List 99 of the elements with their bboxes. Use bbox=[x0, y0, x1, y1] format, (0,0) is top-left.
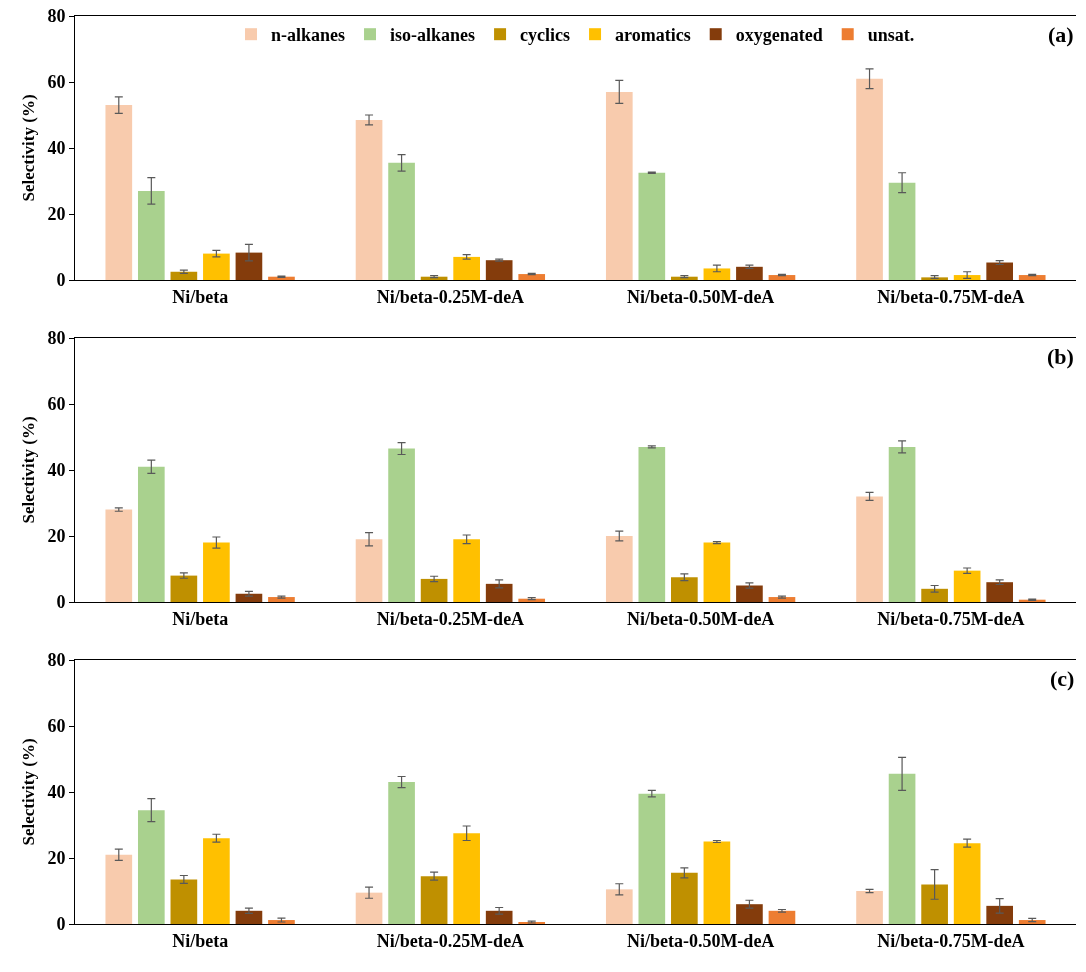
y-tick-label: 40 bbox=[47, 138, 66, 159]
bar bbox=[703, 268, 731, 280]
legend-label: n-alkanes bbox=[271, 25, 346, 46]
bar bbox=[605, 889, 633, 924]
bar bbox=[703, 841, 731, 924]
annotation: (c) bbox=[1050, 666, 1075, 691]
y-tick-label: 40 bbox=[47, 782, 66, 803]
bar bbox=[388, 448, 415, 602]
legend-label: oxygenated bbox=[735, 25, 823, 46]
bar bbox=[453, 539, 480, 602]
bar bbox=[768, 275, 796, 280]
bar bbox=[388, 162, 415, 280]
y-axis-title: Selectivity (%) bbox=[18, 738, 38, 846]
bar bbox=[105, 854, 133, 924]
y-tick-label: 80 bbox=[47, 650, 66, 671]
bar bbox=[953, 843, 981, 924]
bar bbox=[485, 260, 513, 280]
bar bbox=[170, 271, 198, 280]
bar bbox=[671, 577, 698, 602]
legend-label: aromatics bbox=[615, 25, 691, 46]
bar bbox=[105, 509, 133, 602]
bar bbox=[355, 539, 383, 602]
annotation: (a) bbox=[1048, 22, 1074, 47]
bar bbox=[203, 253, 230, 280]
y-tick-label: 60 bbox=[47, 72, 66, 93]
bar bbox=[203, 542, 230, 602]
annotation: (b) bbox=[1047, 344, 1074, 369]
bar bbox=[453, 256, 480, 280]
bar bbox=[137, 810, 165, 924]
bar bbox=[921, 884, 948, 924]
bar bbox=[736, 266, 763, 280]
bar bbox=[736, 904, 763, 924]
bar bbox=[137, 190, 165, 280]
y-tick-label: 0 bbox=[56, 592, 66, 613]
x-tick-label: Ni/beta-0.50M-deA bbox=[626, 286, 775, 307]
legend-label: iso-alkanes bbox=[390, 25, 476, 46]
bar bbox=[986, 582, 1014, 602]
bar bbox=[736, 585, 763, 602]
x-tick-label: Ni/beta bbox=[172, 608, 229, 629]
bar bbox=[518, 274, 546, 280]
bar bbox=[388, 782, 415, 924]
bar bbox=[856, 496, 883, 602]
x-tick-label: Ni/beta-0.25M-deA bbox=[376, 930, 525, 951]
y-tick-label: 80 bbox=[47, 328, 66, 349]
bar bbox=[856, 891, 883, 924]
bar bbox=[235, 252, 263, 280]
y-tick-label: 20 bbox=[47, 848, 66, 869]
bar bbox=[638, 172, 666, 280]
bar bbox=[638, 446, 666, 602]
y-tick-label: 60 bbox=[47, 716, 66, 737]
bar bbox=[453, 833, 480, 924]
bar bbox=[105, 105, 133, 280]
x-tick-label: Ni/beta-0.75M-deA bbox=[877, 286, 1025, 307]
y-axis-title: Selectivity (%) bbox=[18, 94, 38, 202]
bar bbox=[235, 910, 263, 924]
bar bbox=[953, 570, 981, 602]
y-tick-label: 80 bbox=[47, 6, 66, 27]
bar bbox=[638, 793, 666, 924]
bar bbox=[1018, 275, 1046, 280]
x-tick-label: Ni/beta-0.75M-deA bbox=[877, 930, 1025, 951]
bar bbox=[170, 879, 198, 924]
legend-label: unsat. bbox=[867, 25, 915, 46]
bar bbox=[170, 575, 198, 602]
bar bbox=[986, 905, 1014, 924]
bar bbox=[605, 91, 633, 280]
bar bbox=[485, 583, 513, 602]
bar bbox=[888, 182, 916, 280]
bar bbox=[986, 262, 1014, 280]
bar bbox=[137, 466, 165, 602]
x-tick-label: Ni/beta-0.50M-deA bbox=[626, 930, 775, 951]
bar bbox=[856, 78, 883, 280]
bar bbox=[888, 773, 916, 924]
bar bbox=[921, 588, 948, 602]
x-tick-label: Ni/beta-0.50M-deA bbox=[626, 608, 775, 629]
bar bbox=[420, 876, 448, 924]
y-tick-label: 20 bbox=[47, 526, 66, 547]
bar bbox=[1018, 920, 1046, 924]
bar bbox=[671, 872, 698, 924]
bar bbox=[768, 910, 796, 924]
bar bbox=[355, 892, 383, 924]
y-tick-label: 20 bbox=[47, 204, 66, 225]
bar bbox=[203, 838, 230, 924]
x-tick-label: Ni/beta-0.75M-deA bbox=[877, 608, 1025, 629]
bar bbox=[888, 446, 916, 602]
y-tick-label: 60 bbox=[47, 394, 66, 415]
y-tick-label: 40 bbox=[47, 460, 66, 481]
bar bbox=[605, 536, 633, 602]
x-tick-label: Ni/beta-0.25M-deA bbox=[376, 286, 525, 307]
bar bbox=[420, 578, 448, 602]
x-tick-label: Ni/beta-0.25M-deA bbox=[376, 608, 525, 629]
y-tick-label: 0 bbox=[56, 914, 66, 935]
x-tick-label: Ni/beta bbox=[172, 286, 229, 307]
x-tick-label: Ni/beta bbox=[172, 930, 229, 951]
y-tick-label: 0 bbox=[56, 270, 66, 291]
bar bbox=[355, 119, 383, 280]
legend-label: cyclics bbox=[520, 25, 571, 46]
bar bbox=[703, 542, 731, 602]
y-axis-title: Selectivity (%) bbox=[18, 416, 38, 524]
bar bbox=[485, 910, 513, 924]
